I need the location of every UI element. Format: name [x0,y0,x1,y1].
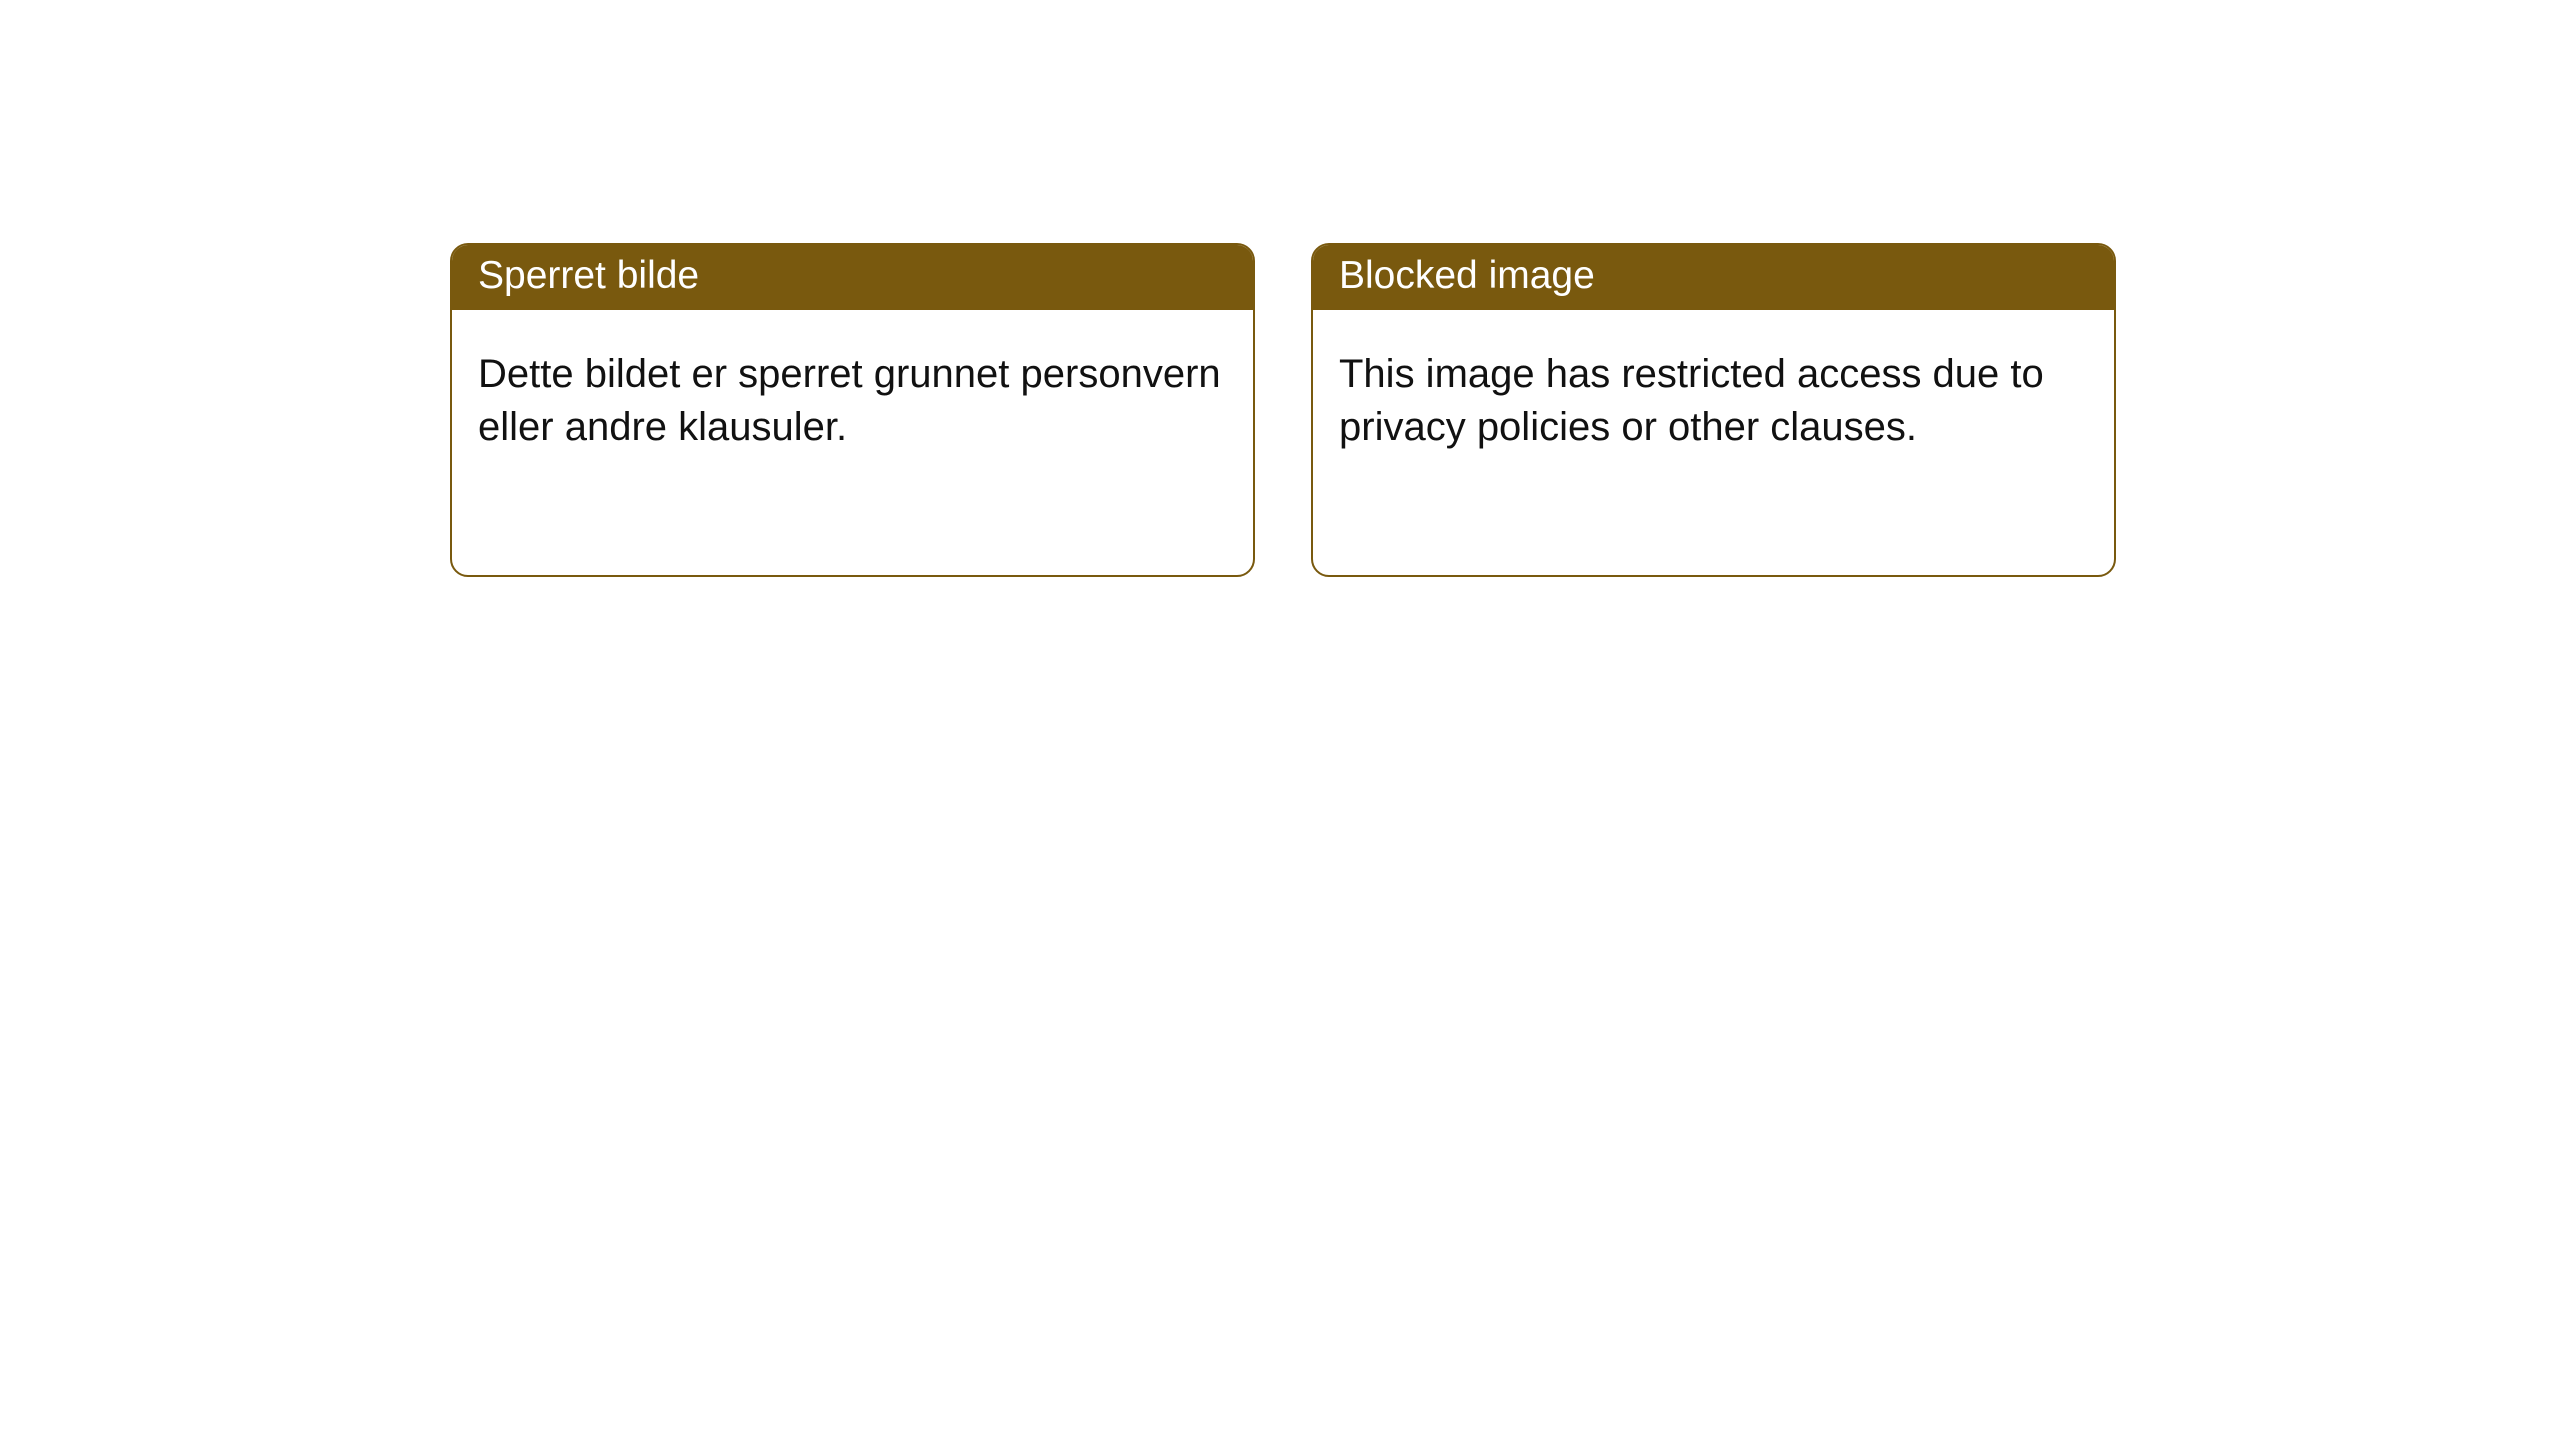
card-header-no: Sperret bilde [452,245,1253,310]
card-body-no: Dette bildet er sperret grunnet personve… [452,310,1253,480]
blocked-image-card-no: Sperret bilde Dette bildet er sperret gr… [450,243,1255,577]
cards-container: Sperret bilde Dette bildet er sperret gr… [0,0,2560,577]
card-header-en: Blocked image [1313,245,2114,310]
blocked-image-card-en: Blocked image This image has restricted … [1311,243,2116,577]
card-body-en: This image has restricted access due to … [1313,310,2114,480]
